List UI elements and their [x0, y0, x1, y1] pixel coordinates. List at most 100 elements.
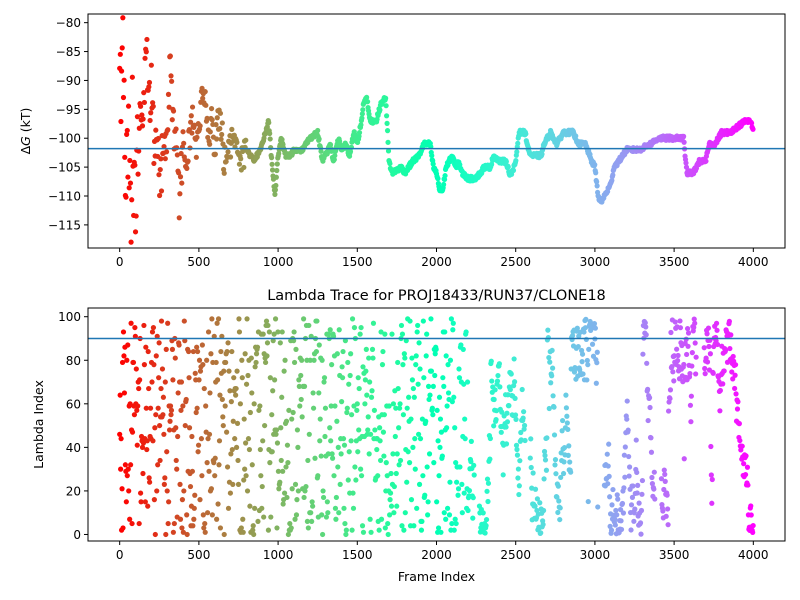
lambda-point	[175, 390, 181, 396]
lambda-point	[555, 483, 561, 489]
dg-point	[523, 131, 529, 137]
lambda-point	[487, 456, 493, 462]
dg-point	[150, 103, 156, 109]
lambda-point	[272, 377, 278, 383]
lambda-point	[630, 483, 636, 489]
dg-point	[184, 165, 190, 172]
lambda-point	[289, 416, 295, 422]
lambda-point	[451, 527, 457, 533]
lambda-point	[265, 322, 271, 329]
dg-point	[441, 181, 447, 188]
lambda-point	[489, 378, 495, 384]
lambda-point	[389, 331, 395, 337]
lambda-point	[117, 431, 123, 437]
lambda-point	[402, 355, 408, 361]
lambda-point	[604, 451, 610, 457]
lambda-point	[514, 452, 521, 458]
lambda-point	[158, 318, 165, 324]
lambda-point	[692, 320, 698, 326]
dg-point	[124, 127, 130, 134]
lambda-point	[217, 525, 224, 531]
lambda-point	[444, 425, 450, 431]
lambda-point	[367, 379, 373, 385]
lambda-point	[665, 506, 671, 512]
lambda-point	[684, 325, 691, 332]
lambda-point	[409, 377, 416, 383]
lambda-point	[424, 464, 430, 470]
lambda-point	[193, 409, 199, 416]
lambda-point	[645, 417, 651, 424]
dg-point	[136, 148, 142, 154]
lambda-point	[483, 523, 489, 529]
lambda-point	[400, 362, 406, 368]
lambda-point	[406, 460, 413, 466]
lambda-point	[609, 502, 615, 508]
lambda-point	[187, 483, 194, 490]
lambda-point	[610, 486, 616, 493]
lambda-point	[200, 512, 206, 518]
lambda-point	[186, 375, 192, 381]
lambda-point	[387, 512, 393, 518]
dg-points	[117, 15, 756, 245]
lambda-point	[124, 357, 130, 363]
lambda-point	[483, 516, 490, 523]
lambda-point	[244, 316, 250, 322]
lambda-x-tick-label: 2000	[421, 548, 452, 562]
dg-y-axis-label: ΔG (kT)	[18, 108, 33, 155]
lambda-point	[714, 341, 721, 348]
lambda-point	[511, 356, 517, 362]
lambda-point	[259, 505, 265, 511]
lambda-point	[634, 469, 640, 476]
dg-y-tick-label: −115	[48, 218, 81, 232]
dg-x-tick-label: 0	[116, 255, 124, 269]
lambda-y-tick-label: 60	[66, 397, 81, 411]
lambda-point	[591, 321, 598, 327]
lambda-point	[350, 505, 357, 511]
lambda-point	[468, 438, 474, 444]
lambda-point	[537, 500, 543, 506]
lambda-point	[209, 512, 215, 518]
lambda-point	[228, 451, 234, 457]
lambda-point	[160, 394, 167, 400]
lambda-point	[651, 486, 657, 492]
lambda-point	[275, 468, 282, 474]
lambda-point	[266, 329, 272, 335]
lambda-point	[522, 437, 528, 444]
lambda-point	[212, 473, 218, 479]
lambda-point	[140, 440, 147, 446]
dg-point	[134, 114, 141, 120]
lambda-point	[241, 477, 247, 483]
lambda-point	[540, 507, 547, 514]
lambda-point	[190, 348, 196, 355]
lambda-point	[271, 331, 277, 337]
lambda-point	[492, 387, 498, 393]
dg-point	[384, 113, 390, 119]
lambda-point	[737, 437, 743, 444]
lambda-point	[461, 490, 467, 496]
dg-point	[318, 148, 324, 154]
dg-point	[158, 156, 164, 162]
lambda-point	[550, 365, 556, 371]
lambda-point	[381, 412, 387, 418]
lambda-point	[173, 425, 179, 431]
lambda-point	[665, 408, 672, 414]
lambda-point	[334, 418, 340, 424]
dg-point	[176, 215, 182, 221]
dg-point	[219, 120, 225, 126]
lambda-point	[200, 362, 206, 368]
lambda-point	[321, 375, 328, 381]
lambda-point	[155, 462, 161, 468]
dg-point	[429, 152, 435, 159]
lambda-point	[224, 464, 231, 470]
lambda-point	[370, 320, 377, 326]
lambda-point	[333, 494, 339, 501]
lambda-point	[143, 405, 149, 411]
lambda-point	[677, 318, 683, 324]
lambda-point	[201, 525, 207, 531]
lambda-point	[413, 353, 419, 359]
dg-point	[268, 155, 275, 161]
lambda-point	[428, 368, 435, 374]
lambda-point	[444, 403, 450, 409]
lambda-point	[321, 379, 327, 385]
lambda-point	[748, 503, 754, 509]
